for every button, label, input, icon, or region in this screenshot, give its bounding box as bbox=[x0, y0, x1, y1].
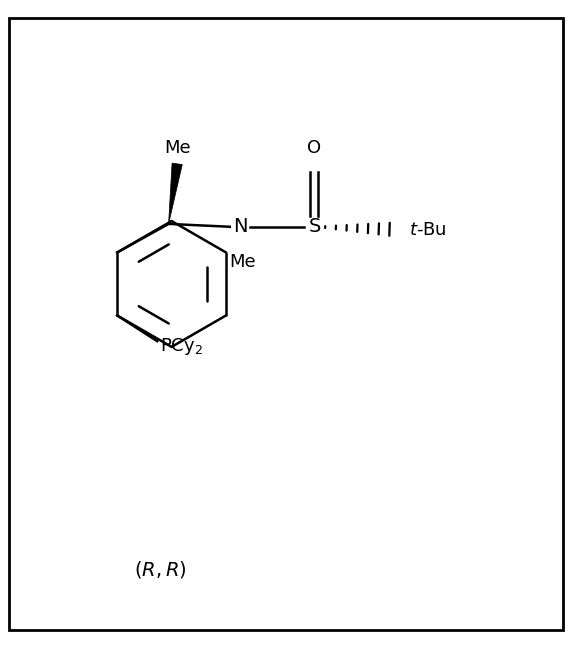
Text: N: N bbox=[233, 217, 247, 237]
Text: Me: Me bbox=[229, 253, 256, 270]
Text: $\mathit{t}$-Bu: $\mathit{t}$-Bu bbox=[409, 220, 447, 238]
Text: Me: Me bbox=[164, 139, 190, 157]
Text: O: O bbox=[307, 139, 321, 157]
Text: PCy$_2$: PCy$_2$ bbox=[160, 336, 203, 358]
Text: $(\mathit{R},\mathit{R})$: $(\mathit{R},\mathit{R})$ bbox=[134, 559, 186, 581]
Polygon shape bbox=[169, 163, 182, 224]
Text: S: S bbox=[308, 217, 321, 237]
